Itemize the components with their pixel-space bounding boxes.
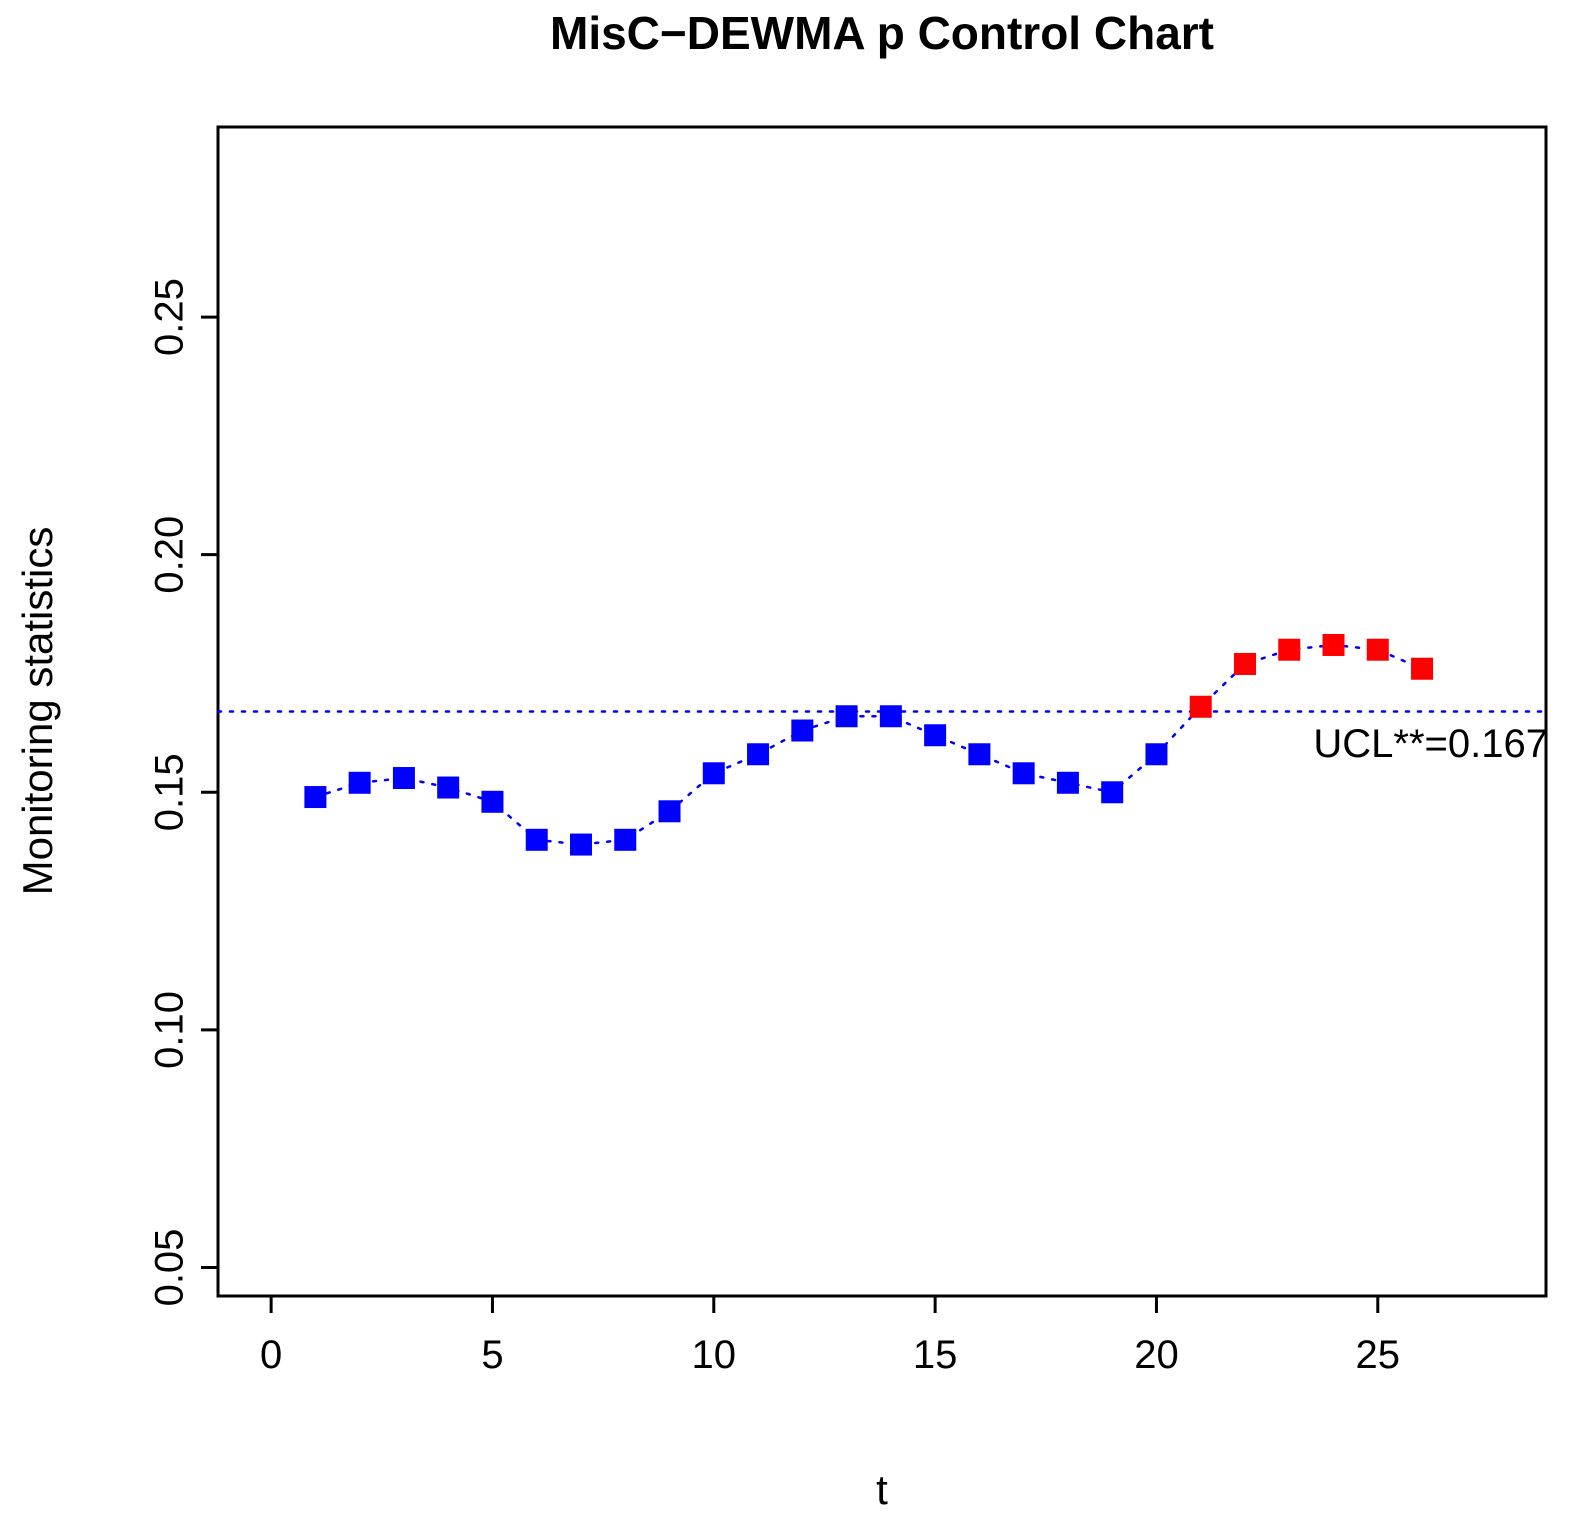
data-point-in-control	[304, 786, 327, 809]
chart-title: MisC−DEWMA p Control Chart	[550, 7, 1214, 59]
data-point-in-control	[879, 705, 902, 728]
data-point-in-control	[658, 800, 681, 823]
data-point-in-control	[1012, 762, 1035, 785]
data-point-in-control	[614, 828, 637, 851]
y-tick-label: 0.15	[148, 753, 192, 831]
data-point-out-of-control	[1366, 638, 1389, 661]
data-point-in-control	[835, 705, 858, 728]
series-line	[314, 643, 1424, 846]
ucl-label: UCL**=0.167	[1313, 722, 1548, 766]
data-point-in-control	[702, 762, 725, 785]
y-tick-label: 0.25	[148, 278, 192, 356]
x-tick-label: 5	[481, 1333, 503, 1377]
y-tick-label: 0.10	[148, 991, 192, 1069]
y-tick-label: 0.05	[148, 1229, 192, 1307]
data-point-in-control	[392, 767, 415, 790]
data-point-in-control	[1145, 743, 1168, 766]
data-point-out-of-control	[1411, 657, 1434, 680]
data-point-in-control	[569, 833, 592, 856]
x-tick-label: 20	[1134, 1333, 1179, 1377]
data-point-in-control	[437, 776, 460, 799]
data-point-out-of-control	[1322, 633, 1345, 656]
data-point-in-control	[348, 771, 371, 794]
x-tick-label: 25	[1356, 1333, 1401, 1377]
x-tick-label: 15	[913, 1333, 958, 1377]
data-point-in-control	[525, 828, 548, 851]
x-axis-label: t	[876, 1466, 888, 1513]
x-tick-label: 0	[260, 1333, 282, 1377]
x-tick-label: 10	[692, 1333, 737, 1377]
data-point-in-control	[747, 743, 770, 766]
data-point-in-control	[968, 743, 991, 766]
data-point-in-control	[1056, 771, 1079, 794]
y-tick-label: 0.20	[148, 516, 192, 594]
data-point-in-control	[924, 724, 947, 747]
data-point-in-control	[791, 719, 814, 742]
data-point-out-of-control	[1189, 695, 1212, 718]
data-point-in-control	[1101, 781, 1124, 804]
data-point-out-of-control	[1278, 638, 1301, 661]
data-point-in-control	[481, 790, 504, 813]
data-point-out-of-control	[1233, 652, 1256, 675]
